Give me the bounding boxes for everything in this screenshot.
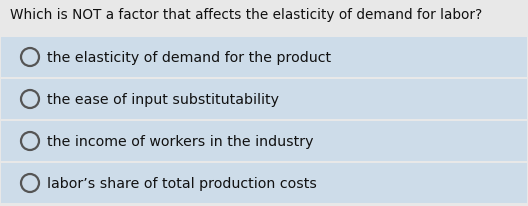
Text: the income of workers in the industry: the income of workers in the industry — [47, 134, 314, 148]
Bar — [1, 80, 527, 119]
Text: Which is NOT a factor that affects the elasticity of demand for labor?: Which is NOT a factor that affects the e… — [10, 8, 482, 22]
Bar — [1, 163, 527, 203]
Bar — [1, 38, 527, 78]
Bar — [1, 121, 527, 161]
Text: labor’s share of total production costs: labor’s share of total production costs — [47, 176, 317, 190]
Text: the elasticity of demand for the product: the elasticity of demand for the product — [47, 51, 331, 65]
Text: the ease of input substitutability: the ease of input substitutability — [47, 92, 279, 107]
